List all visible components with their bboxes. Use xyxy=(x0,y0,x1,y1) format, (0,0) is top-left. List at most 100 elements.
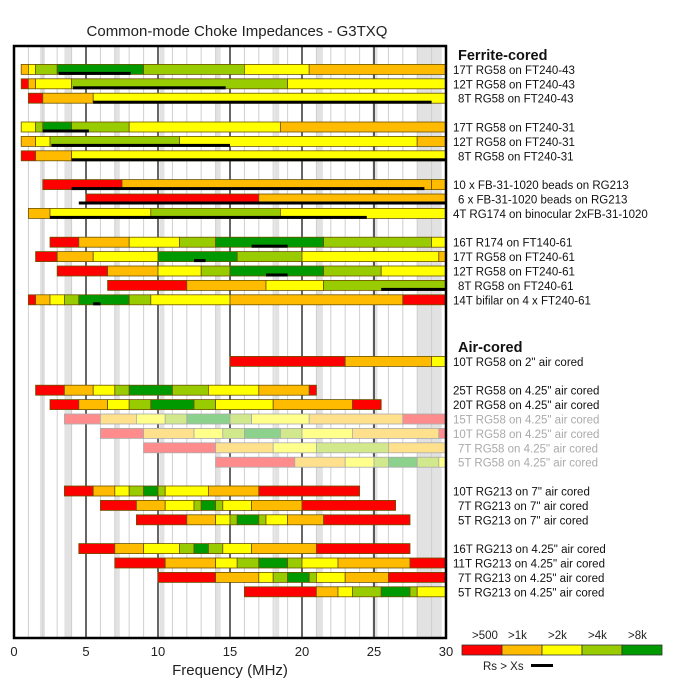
impedance-segment xyxy=(100,427,145,439)
plot-frame xyxy=(12,44,448,640)
choke-row xyxy=(114,557,447,569)
choke-row xyxy=(143,442,447,454)
rs-gt-xs-marker xyxy=(93,302,101,306)
choke-row xyxy=(229,355,447,367)
impedance-segment xyxy=(431,355,447,367)
band-shade xyxy=(159,46,165,638)
impedance-segment xyxy=(308,572,317,583)
choke-row xyxy=(157,572,447,583)
legend-label: >4k xyxy=(588,630,607,642)
x-tick-label: 20 xyxy=(295,644,309,659)
impedance-segment xyxy=(143,427,195,439)
impedance-segment xyxy=(27,64,36,75)
rs-gt-xs-marker xyxy=(251,244,288,248)
rs-gt-xs-marker xyxy=(93,100,432,104)
impedance-segment xyxy=(128,294,152,306)
impedance-segment xyxy=(236,251,303,263)
impedance-segment xyxy=(251,499,303,511)
impedance-segment xyxy=(78,236,130,248)
impedance-segment xyxy=(164,499,195,511)
impedance-segment xyxy=(229,355,346,367)
impedance-segment xyxy=(222,427,245,439)
impedance-segment xyxy=(114,557,166,569)
rs-gt-xs-marker xyxy=(71,158,446,162)
choke-row xyxy=(100,427,447,439)
impedance-segment xyxy=(315,572,346,583)
impedance-segment xyxy=(315,442,389,454)
impedance-segment xyxy=(49,236,80,248)
choke-row xyxy=(27,92,447,104)
band-shade xyxy=(417,46,442,638)
impedance-segment xyxy=(150,294,231,306)
legend-label: >1k xyxy=(508,630,527,642)
row-label: 12T RG58 on FT240-31 xyxy=(453,137,575,149)
impedance-segment xyxy=(207,543,224,554)
chart-title: Common-mode Choke Impedances - G3TXQ xyxy=(87,23,388,40)
x-tick-label: 25 xyxy=(367,644,381,659)
impedance-segment xyxy=(35,150,72,162)
row-label: 8T RG58 on FT240-61 xyxy=(458,281,574,293)
x-axis-title: Frequency (MHz) xyxy=(172,662,288,679)
band-shade xyxy=(215,46,221,638)
impedance-segment xyxy=(128,236,180,248)
choke-row xyxy=(35,251,447,263)
impedance-segment xyxy=(251,543,317,554)
legend: >500 >1k >2k >4k >8k Rs > Xs xyxy=(461,630,663,673)
x-tick-label: 0 xyxy=(10,644,17,659)
choke-row xyxy=(100,499,396,511)
row-label: 7T RG213 on 7" air cored xyxy=(458,501,588,513)
impedance-segment xyxy=(431,179,447,191)
impedance-segment xyxy=(150,399,195,411)
impedance-segment xyxy=(351,427,440,439)
impedance-segment xyxy=(78,294,130,306)
impedance-segment xyxy=(128,384,173,396)
impedance-segment xyxy=(42,92,94,104)
impedance-segment xyxy=(323,514,411,526)
row-label: 8T RG58 on FT240-43 xyxy=(458,94,574,106)
rs-gt-xs-marker xyxy=(194,259,206,263)
impedance-segment xyxy=(272,399,353,411)
impedance-segment xyxy=(215,456,296,468)
impedance-segment xyxy=(114,384,130,396)
impedance-segment xyxy=(416,135,447,147)
impedance-segment xyxy=(92,384,116,396)
row-label: 12T RG58 on FT240-43 xyxy=(453,79,575,91)
impedance-segment xyxy=(287,78,447,90)
impedance-segment xyxy=(128,485,144,497)
impedance-segment xyxy=(265,279,324,291)
impedance-segment xyxy=(20,64,29,75)
impedance-segment xyxy=(215,442,274,454)
impedance-segment xyxy=(186,279,267,291)
choke-row xyxy=(49,399,382,411)
row-label: 8T RG58 on FT240-31 xyxy=(458,151,574,163)
impedance-segment xyxy=(157,485,166,497)
impedance-segment xyxy=(20,135,37,147)
row-label: 5T RG213 on 4.25" air cored xyxy=(458,587,604,599)
impedance-segment xyxy=(308,413,404,425)
impedance-segment xyxy=(215,514,231,526)
impedance-segment xyxy=(308,384,317,396)
legend-label: >8k xyxy=(628,630,647,642)
legend-swatch xyxy=(621,644,663,656)
impedance-segment xyxy=(143,543,181,554)
rs-gt-xs-marker xyxy=(42,129,89,133)
impedance-segment xyxy=(258,557,288,569)
choke-row xyxy=(20,150,447,162)
impedance-segment xyxy=(344,456,375,468)
impedance-segment xyxy=(64,413,101,425)
impedance-segment xyxy=(35,384,65,396)
row-label: 10T RG58 on 2" air cored xyxy=(453,357,583,369)
impedance-segment xyxy=(431,236,447,248)
impedance-segment xyxy=(315,586,339,598)
legend-swatch xyxy=(541,644,583,656)
impedance-segment xyxy=(100,499,137,511)
impedance-segment xyxy=(193,543,209,554)
band-shade xyxy=(274,46,280,638)
row-label: 7T RG58 on 4.25" air cored xyxy=(458,443,598,455)
impedance-segment xyxy=(416,586,447,598)
impedance-segment xyxy=(35,135,51,147)
impedance-segment xyxy=(171,384,209,396)
impedance-segment xyxy=(409,557,447,569)
impedance-segment xyxy=(308,64,447,75)
impedance-segment xyxy=(107,279,188,291)
